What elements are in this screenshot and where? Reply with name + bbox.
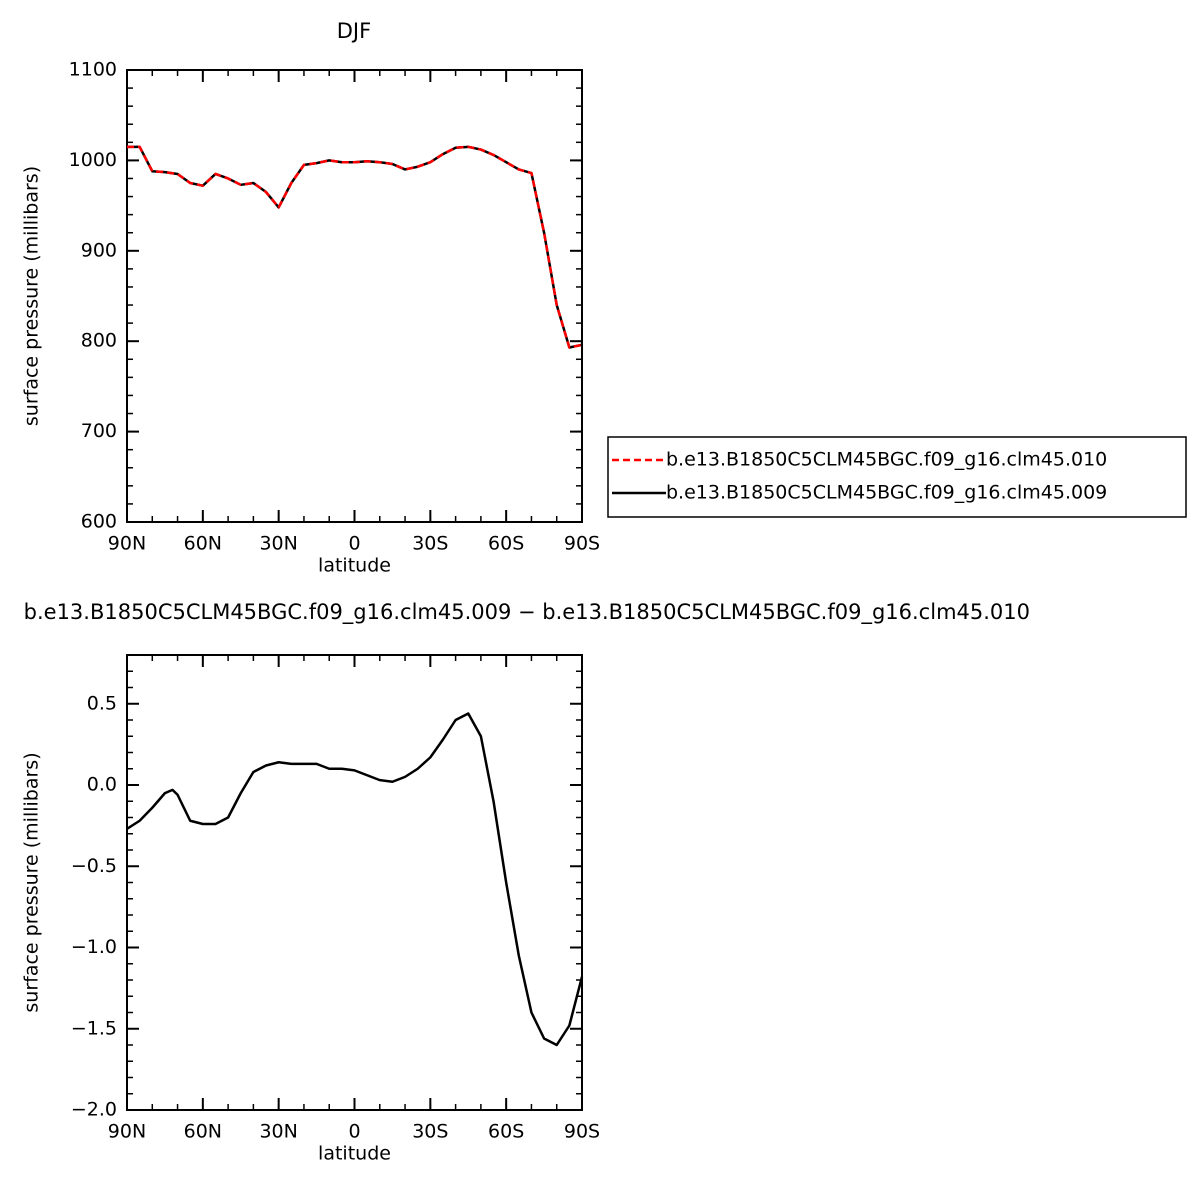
x-tick-label: 90N (108, 533, 146, 555)
y-axis-label: surface pressure (millibars) (21, 166, 43, 426)
plot-frame (126, 654, 583, 1111)
y-tick-label: 600 (81, 511, 117, 533)
x-tick-label: 60N (184, 533, 222, 555)
data-line (127, 145, 583, 349)
x-tick-label: 90S (564, 1121, 600, 1143)
x-tick-label: 60N (184, 1121, 222, 1143)
y-tick-label: −2.0 (71, 1099, 117, 1121)
x-tick-label: 30N (259, 1121, 297, 1143)
legend-box (607, 436, 1187, 518)
y-tick-label: 1000 (69, 149, 117, 171)
x-tick-label: 60S (488, 533, 524, 555)
x-axis-label: latitude (318, 555, 391, 577)
x-tick-label: 60S (488, 1121, 524, 1143)
chart-title: DJF (337, 19, 371, 43)
y-axis-label: surface pressure (millibars) (21, 752, 43, 1012)
chart-title: b.e13.B1850C5CLM45BGC.f09_g16.clm45.009 … (24, 600, 1030, 625)
x-tick-label: 90N (108, 1121, 146, 1143)
plot-frame (126, 69, 583, 523)
data-line (127, 145, 583, 349)
y-tick-label: 700 (81, 420, 117, 442)
legend-label: b.e13.B1850C5CLM45BGC.f09_g16.clm45.009 (666, 482, 1107, 504)
x-tick-label: 0 (348, 1121, 360, 1143)
x-tick-label: 30S (412, 533, 448, 555)
y-tick-label: −1.5 (71, 1017, 117, 1039)
y-tick-label: 900 (81, 239, 117, 261)
y-tick-label: 800 (81, 330, 117, 352)
y-tick-label: 1100 (69, 59, 117, 81)
y-tick-label: 0.0 (87, 774, 117, 796)
x-axis-label: latitude (318, 1143, 391, 1165)
y-tick-label: −0.5 (71, 855, 117, 877)
x-tick-label: 30S (412, 1121, 448, 1143)
y-tick-label: 0.5 (87, 692, 117, 714)
x-tick-label: 0 (348, 533, 360, 555)
x-tick-label: 30N (259, 533, 297, 555)
legend-label: b.e13.B1850C5CLM45BGC.f09_g16.clm45.010 (666, 449, 1107, 471)
data-line (126, 712, 584, 1047)
x-tick-label: 90S (564, 533, 600, 555)
y-tick-label: −1.0 (71, 936, 117, 958)
